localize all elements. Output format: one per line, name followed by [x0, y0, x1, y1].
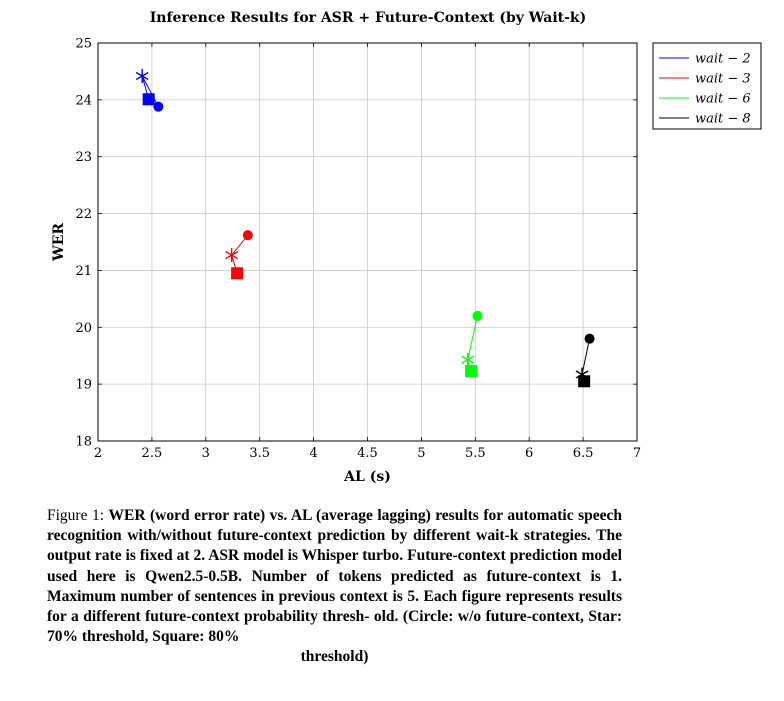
data-point-square: [231, 267, 244, 280]
x-tick-label: 5: [417, 446, 425, 461]
x-tick-label: 2: [94, 446, 102, 461]
x-tick-label: 3: [202, 446, 210, 461]
series-group: [461, 310, 483, 378]
x-tick-label: 6.5: [573, 446, 594, 461]
y-tick-label: 20: [75, 321, 92, 336]
chart-title: Inference Results for ASR + Future-Conte…: [150, 10, 587, 26]
legend-label: wait − 6: [695, 92, 751, 107]
series-group: [575, 333, 595, 388]
y-tick-label: 24: [75, 93, 92, 108]
x-tick-label: 2.5: [142, 446, 163, 461]
caption-text: WER (word error rate) vs. AL (average la…: [47, 507, 622, 646]
caption-label: Figure 1:: [47, 507, 109, 524]
data-point-star: [135, 68, 149, 83]
legend: wait − 2 wait − 3 wait − 6 wait − 8: [652, 42, 762, 130]
data-point-circle: [242, 230, 253, 241]
legend-label: wait − 3: [695, 72, 751, 87]
data-point-square: [578, 375, 591, 388]
grid: [98, 43, 637, 441]
series-group: [135, 68, 164, 112]
x-axis-label: AL (s): [343, 469, 391, 485]
series: [135, 68, 595, 388]
x-tick-label: 3.5: [249, 446, 270, 461]
data-point-square: [464, 365, 477, 378]
data-point-circle: [153, 101, 164, 112]
y-tick-label: 21: [75, 264, 92, 279]
x-tick-label: 5.5: [465, 446, 486, 461]
y-tick-label: 22: [75, 207, 92, 222]
legend-label: wait − 2: [695, 52, 751, 67]
figure-caption: Figure 1: WER (word error rate) vs. AL (…: [47, 506, 622, 668]
y-tick-label: 19: [75, 378, 92, 393]
y-axis-label: WER: [51, 223, 67, 262]
data-point-circle: [472, 310, 483, 321]
data-point-star: [461, 352, 475, 367]
x-tick-label: 4: [309, 446, 317, 461]
chart: Inference Results for ASR + Future-Conte…: [51, 10, 762, 485]
legend-label: wait − 8: [695, 112, 751, 127]
y-tick-label: 18: [75, 435, 92, 450]
data-point-circle: [584, 333, 595, 344]
caption-last-line: threshold): [300, 648, 369, 666]
x-tick-label: 4.5: [357, 446, 378, 461]
y-tick-label: 23: [75, 150, 92, 165]
y-tick-label: 25: [75, 37, 92, 52]
x-tick-label: 7: [633, 446, 641, 461]
legend-frame: [652, 42, 762, 130]
series-group: [225, 230, 253, 280]
data-point-star: [225, 248, 239, 263]
x-tick-label: 6: [525, 446, 533, 461]
axis-ticks: 2 2.5 3 3.5 4 4.5 5 5.5 6 6.5 7 18 19 20 21 22 23 24 25: [75, 37, 641, 462]
data-point-square: [142, 93, 155, 106]
